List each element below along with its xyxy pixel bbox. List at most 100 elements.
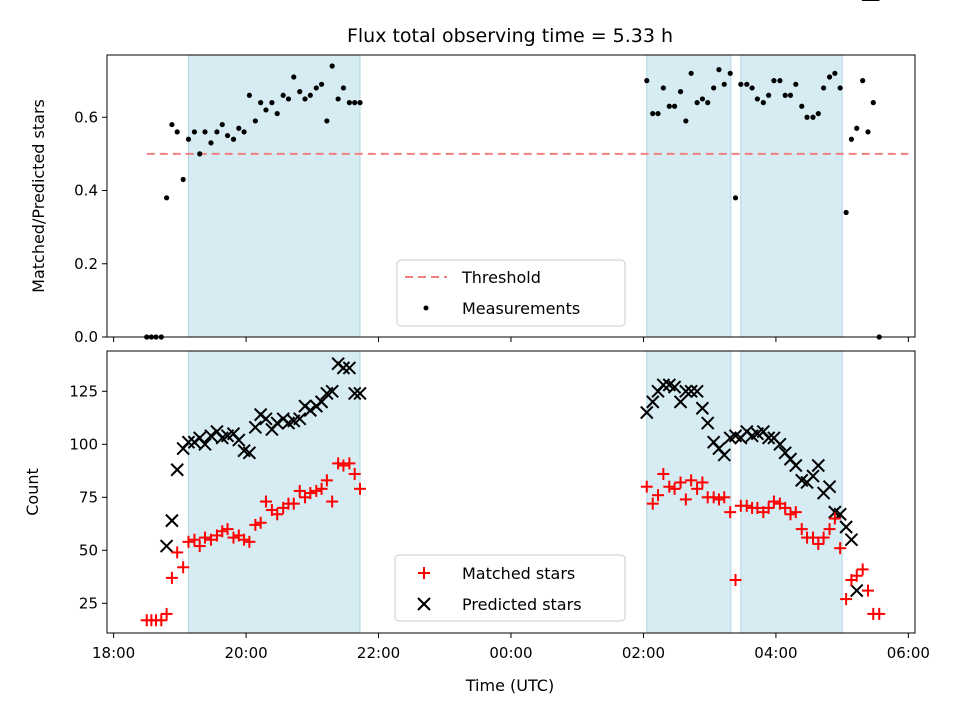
- predicted-star-point: [646, 395, 660, 409]
- measurement-point: [252, 118, 258, 124]
- matched-star-point: [873, 607, 886, 620]
- matched-star-point: [807, 531, 820, 544]
- measurement-point: [340, 85, 347, 91]
- measurement-point: [236, 125, 242, 131]
- matched-star-point: [789, 506, 802, 519]
- top-y-ticks: 0.0 0.2 0.4 0.6: [74, 108, 107, 346]
- predicted-star-point: [789, 458, 803, 473]
- matched-star-point: [696, 476, 709, 489]
- measurement-point: [180, 176, 186, 183]
- measurement-point: [705, 100, 711, 106]
- measurement-point: [650, 110, 656, 117]
- predicted-star-point: [242, 446, 257, 460]
- predicted-star-points: [159, 0, 880, 598]
- matched-star-point: [834, 542, 847, 555]
- measurement-point: [837, 85, 843, 91]
- matched-star-point: [840, 593, 853, 606]
- measurement-point: [219, 121, 225, 128]
- measurement-point: [164, 195, 170, 201]
- measurement-point: [644, 78, 650, 84]
- predicted-star-point: [839, 520, 853, 534]
- measurement-point: [655, 110, 661, 117]
- matched-star-point: [707, 491, 720, 504]
- matched-star-point: [193, 540, 206, 553]
- x-tick-label: 06:00: [887, 644, 930, 662]
- measurement-point: [241, 129, 247, 135]
- matched-star-point: [238, 533, 251, 546]
- measurement-point: [870, 100, 876, 106]
- measurement-point: [269, 100, 275, 106]
- measurement-point: [754, 96, 760, 102]
- legend-predicted-swatch: [417, 597, 431, 611]
- bottom-y-ticks: 25 50 75 100 125: [69, 382, 107, 612]
- matched-star-point: [332, 457, 345, 470]
- legend-matched-label: Matched stars: [462, 564, 575, 583]
- matched-star-point: [724, 506, 737, 519]
- matched-star-points: [140, 457, 886, 627]
- matched-star-point: [784, 508, 797, 521]
- top-y-axis-label: Matched/Predicted stars: [29, 99, 48, 293]
- measurement-point: [766, 92, 772, 98]
- bottom-legend: Matched stars Predicted stars: [394, 554, 626, 622]
- predicted-star-point: [700, 416, 715, 430]
- measurement-point: [352, 100, 358, 106]
- matched-star-point: [160, 607, 173, 620]
- matched-star-point: [155, 614, 168, 627]
- predicted-star-point: [684, 384, 698, 398]
- matched-star-point: [182, 535, 195, 548]
- shaded-interval-1: [646, 54, 732, 338]
- measurement-points: [144, 63, 882, 340]
- predicted-star-point: [656, 378, 671, 392]
- top-x-ticks: [113, 337, 909, 342]
- matched-star-point: [729, 573, 742, 586]
- measurement-point: [224, 132, 231, 139]
- measurement-point: [677, 89, 684, 95]
- x-tick-label: 04:00: [754, 644, 797, 662]
- predicted-star-point: [667, 380, 682, 394]
- matched-star-point: [795, 523, 808, 536]
- measurement-point: [274, 110, 280, 117]
- matched-star-point: [227, 531, 240, 544]
- predicted-star-point: [248, 420, 263, 435]
- matched-star-point: [740, 499, 753, 512]
- matched-star-point: [293, 484, 306, 497]
- x-tick-label: 00:00: [489, 644, 532, 662]
- matched-star-point: [668, 482, 681, 495]
- predicted-star-point: [270, 416, 284, 430]
- matched-star-point: [287, 497, 300, 510]
- measurement-point: [329, 63, 335, 69]
- matched-star-point: [188, 533, 201, 546]
- matched-star-point: [337, 459, 350, 472]
- measurement-point: [683, 118, 689, 124]
- matched-star-point: [249, 518, 262, 531]
- measurement-point: [671, 103, 678, 109]
- measurement-point: [727, 70, 733, 76]
- matched-star-point: [177, 561, 190, 574]
- measurement-point: [688, 70, 694, 76]
- matched-star-point: [812, 537, 825, 550]
- predicted-star-point: [673, 395, 688, 409]
- matched-star-point: [828, 512, 841, 525]
- matched-star-point: [657, 467, 670, 480]
- predicted-star-point: [293, 412, 307, 426]
- predicted-star-point: [303, 403, 318, 418]
- bottom-y-tick-label: 25: [79, 594, 98, 612]
- measurement-point: [843, 209, 849, 216]
- predicted-star-point: [198, 437, 212, 452]
- measurement-point: [357, 100, 363, 106]
- measurement-point: [821, 85, 827, 91]
- measurement-point: [318, 81, 325, 87]
- measurement-point: [865, 129, 871, 135]
- bottom-panel: 18:00 20:00 22:00 00:00 02:00 04:00 06:00 25 50…: [23, 0, 930, 695]
- top-legend: Threshold Measurements: [396, 259, 626, 327]
- predicted-star-point: [342, 361, 357, 375]
- matched-star-point: [310, 484, 323, 497]
- matched-star-point: [271, 508, 284, 521]
- chart-title: Flux total observing time = 5.33 h: [347, 25, 673, 47]
- predicted-star-point: [336, 361, 351, 375]
- matched-star-point: [646, 497, 659, 510]
- measurement-point: [285, 96, 292, 102]
- predicted-star-point: [232, 433, 246, 447]
- measurement-point: [191, 129, 198, 135]
